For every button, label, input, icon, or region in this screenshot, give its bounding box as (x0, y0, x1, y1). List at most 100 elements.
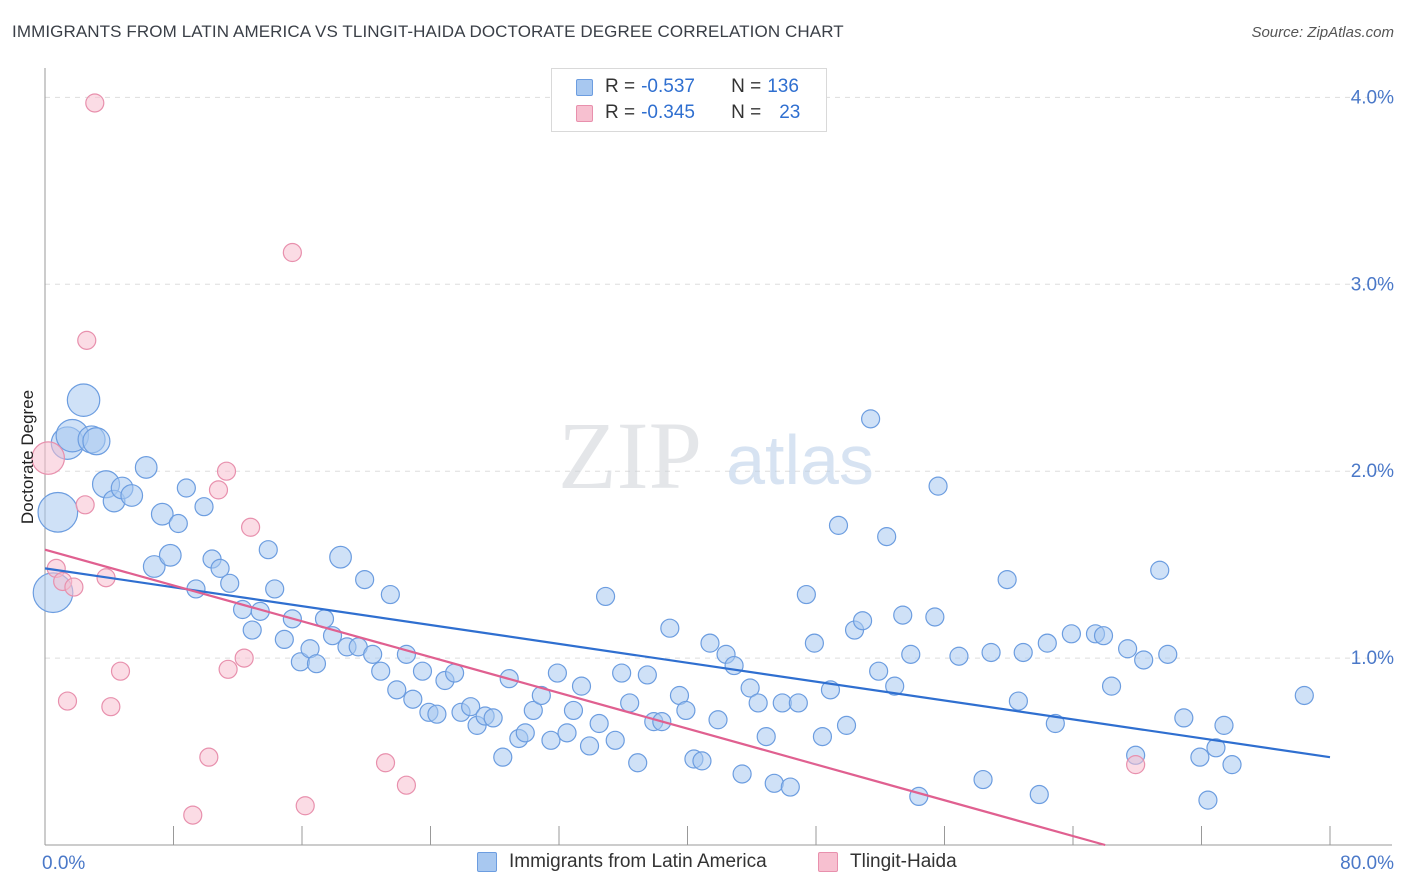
data-point-latin-america (925, 607, 945, 627)
data-point-latin-america (176, 478, 196, 498)
data-point-latin-america (780, 777, 800, 797)
data-point-latin-america (1013, 642, 1033, 663)
data-point-latin-america (1101, 676, 1122, 696)
data-point-tlingit-haida (396, 775, 417, 795)
data-point-latin-america (836, 715, 857, 735)
data-point-latin-america (444, 663, 465, 683)
data-point-latin-america (66, 383, 101, 417)
chart-title: IMMIGRANTS FROM LATIN AMERICA VS TLINGIT… (12, 22, 844, 41)
trend-line-tlingit-haida (44, 548, 1106, 847)
data-point-latin-america (571, 676, 592, 696)
data-point-tlingit-haida (110, 661, 131, 681)
data-point-latin-america (901, 644, 921, 664)
data-point-latin-america (740, 678, 760, 698)
data-point-tlingit-haida (31, 441, 66, 475)
data-point-latin-america (732, 764, 752, 784)
legend-item-tlingit-haida[interactable]: Tlingit-Haida (818, 851, 957, 873)
data-point-latin-america (756, 726, 776, 747)
data-point-latin-america (1008, 691, 1028, 711)
legend-n-label: N = (731, 102, 762, 123)
data-point-latin-america (242, 620, 262, 640)
data-point-latin-america (748, 693, 768, 713)
data-point-latin-america (708, 710, 728, 730)
data-point-latin-america (150, 502, 174, 526)
data-point-latin-america (1061, 624, 1081, 644)
y-tick-label: 1.0% (1351, 648, 1394, 669)
data-point-latin-america (1029, 784, 1049, 805)
data-point-latin-america (589, 713, 609, 734)
data-point-latin-america (909, 786, 929, 807)
data-point-latin-america (274, 629, 294, 650)
data-point-latin-america (563, 700, 584, 721)
data-point-latin-america (1214, 715, 1234, 735)
data-point-latin-america (973, 769, 993, 790)
data-point-latin-america (1037, 633, 1057, 653)
data-point-latin-america (1093, 626, 1114, 646)
data-point-latin-america (852, 611, 873, 631)
data-point-latin-america (194, 497, 214, 517)
data-point-tlingit-haida (375, 753, 396, 773)
data-point-latin-america (168, 513, 188, 534)
data-point-latin-america (380, 584, 400, 605)
legend-item-latin-america[interactable]: Immigrants from Latin America (477, 851, 767, 873)
data-point-tlingit-haida (183, 805, 203, 825)
series-latin-america (32, 383, 1314, 810)
data-point-latin-america (1158, 644, 1178, 664)
data-point-latin-america (427, 704, 447, 724)
data-point-latin-america (877, 527, 897, 547)
legend-r-value: -0.537 (641, 76, 695, 97)
data-point-latin-america (412, 661, 433, 681)
data-point-latin-america (1294, 685, 1314, 706)
data-point-latin-america (258, 540, 278, 560)
watermark-atlas: atlas (726, 421, 874, 499)
data-point-latin-america (158, 543, 182, 567)
data-point-latin-america (134, 456, 158, 479)
data-point-latin-america (1190, 747, 1210, 767)
data-point-latin-america (637, 665, 657, 685)
data-point-latin-america (893, 605, 913, 625)
series-tlingit-haida (31, 93, 1146, 825)
legend-row-pink: R = -0.345 N = 23 (576, 100, 800, 126)
x-tick-label: 0.0% (42, 853, 85, 874)
data-point-latin-america (1206, 738, 1226, 758)
data-point-latin-america (869, 661, 889, 681)
legend-swatch-blue (477, 852, 497, 872)
correlation-legend: R = -0.537 N = 136 R = -0.345 N = 23 (551, 68, 827, 132)
data-point-latin-america (461, 697, 481, 717)
legend-label: Immigrants from Latin America (509, 851, 767, 872)
data-point-latin-america (387, 680, 407, 700)
data-point-tlingit-haida (64, 577, 84, 597)
data-point-latin-america (692, 751, 712, 771)
series-legend: Immigrants from Latin America Tlingit-Ha… (0, 851, 1406, 879)
data-point-latin-america (363, 644, 383, 664)
data-point-latin-america (541, 730, 561, 750)
data-point-latin-america (531, 685, 551, 706)
data-point-latin-america (523, 700, 543, 721)
data-point-latin-america (547, 663, 567, 683)
data-point-latin-america (1222, 755, 1242, 775)
data-point-latin-america (371, 661, 391, 681)
data-point-latin-america (306, 654, 327, 674)
data-point-tlingit-haida (199, 747, 219, 767)
data-point-latin-america (1198, 790, 1218, 810)
data-point-latin-america (1150, 560, 1170, 580)
data-point-latin-america (628, 753, 648, 773)
data-point-latin-america (660, 618, 680, 638)
legend-row-blue: R = -0.537 N = 136 (576, 74, 799, 100)
y-axis-label: Doctorate Degree (18, 389, 37, 525)
data-point-tlingit-haida (1126, 755, 1146, 775)
grid-lines (45, 96, 1380, 659)
legend-n-label: N = (731, 76, 762, 97)
data-point-latin-america (949, 646, 969, 666)
data-point-tlingit-haida (77, 330, 97, 350)
data-point-latin-america (355, 569, 375, 590)
tick-labels: 1.0% 2.0% 3.0% 4.0% 0.0% 80.0% (42, 87, 1394, 874)
data-point-latin-america (788, 693, 808, 713)
legend-n-value: 136 (767, 76, 799, 97)
data-point-latin-america (605, 730, 625, 750)
source-note: Source: ZipAtlas.com (1251, 24, 1394, 41)
x-tick-label: 80.0% (1340, 853, 1394, 874)
legend-n-value: 23 (779, 102, 801, 123)
legend-r-value: -0.345 (641, 102, 695, 123)
